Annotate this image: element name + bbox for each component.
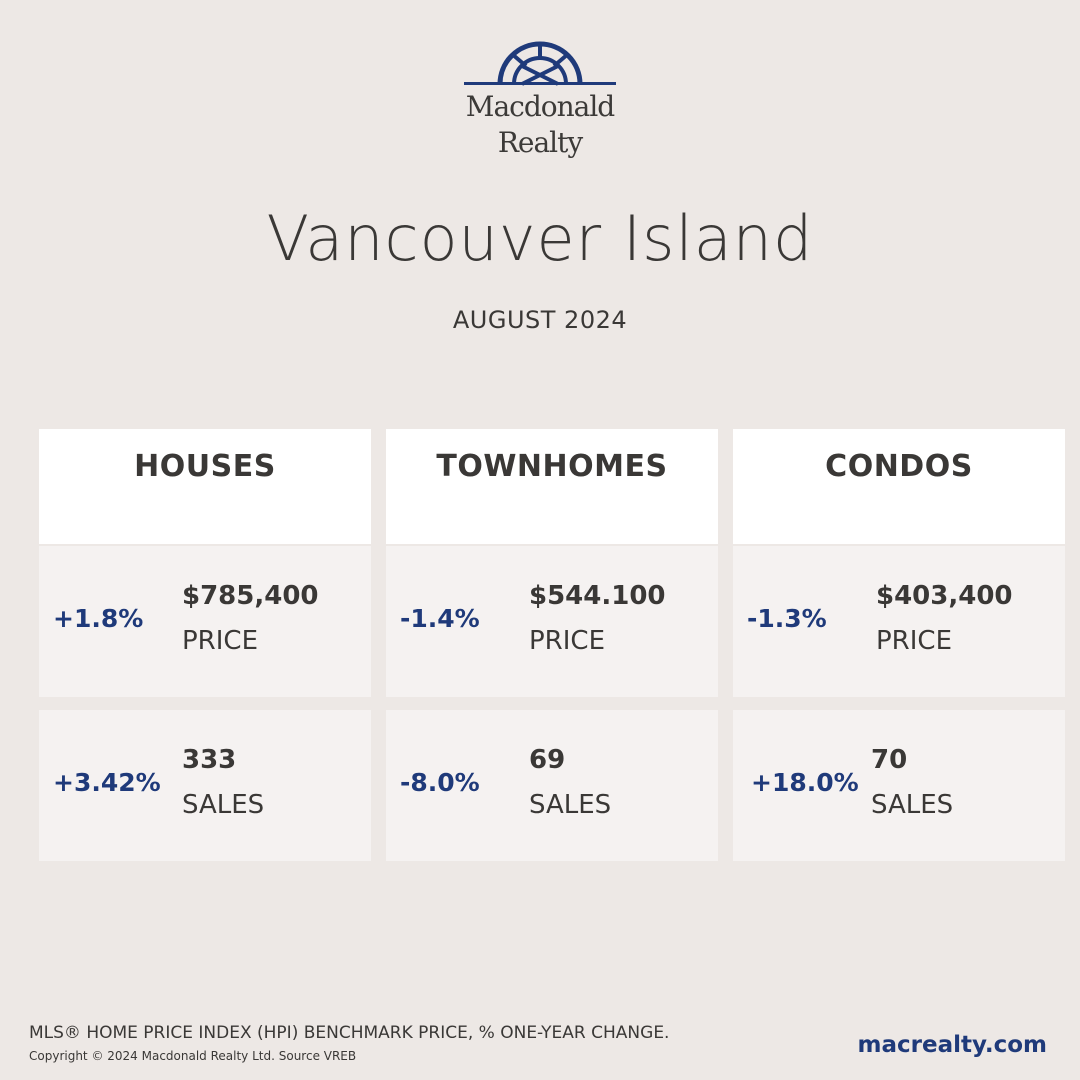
page-title: Vancouver Island	[266, 202, 814, 275]
townhomes-price-card: -1.4% $544.100 PRICE	[386, 546, 718, 697]
website-link[interactable]: macrealty.com	[857, 1032, 1047, 1058]
houses-sales-card: +3.42% 333 SALES	[39, 710, 371, 861]
condos-sales-change: +18.0%	[751, 768, 859, 797]
condos-column: CONDOS -1.3% $403,400 PRICE +18.0% 70 SA…	[733, 429, 1065, 861]
houses-header: HOUSES	[39, 429, 371, 544]
condos-sales-card: +18.0% 70 SALES	[733, 710, 1065, 861]
townhomes-sales-label: SALES	[529, 790, 612, 820]
townhomes-price-label: PRICE	[529, 626, 605, 656]
condos-price-card: -1.3% $403,400 PRICE	[733, 546, 1065, 697]
townhomes-header: TOWNHOMES	[386, 429, 718, 544]
houses-price-label: PRICE	[182, 626, 258, 656]
townhomes-sales-value: 69	[529, 745, 566, 775]
sunrise-arch-icon	[464, 41, 616, 86]
logo-wordmark-line2: Realty	[497, 126, 583, 159]
logo-wordmark-line1: Macdonald	[465, 90, 615, 123]
townhomes-price-value: $544.100	[529, 581, 666, 611]
methodology-note: MLS® HOME PRICE INDEX (HPI) BENCHMARK PR…	[29, 1023, 670, 1043]
condos-header: CONDOS	[733, 429, 1065, 544]
period-label: AUGUST 2024	[452, 306, 628, 334]
houses-price-change: +1.8%	[53, 604, 144, 633]
condos-price-change: -1.3%	[747, 604, 827, 633]
houses-sales-value: 333	[182, 745, 237, 775]
houses-sales-change: +3.42%	[53, 768, 161, 797]
houses-sales-label: SALES	[182, 790, 265, 820]
townhomes-column: TOWNHOMES -1.4% $544.100 PRICE -8.0% 69 …	[386, 429, 718, 861]
townhomes-sales-change: -8.0%	[400, 768, 480, 797]
condos-sales-label: SALES	[871, 790, 954, 820]
condos-price-value: $403,400	[876, 581, 1013, 611]
brand-logo: Macdonald Realty	[460, 40, 620, 165]
copyright-text: Copyright © 2024 Macdonald Realty Ltd. S…	[29, 1049, 357, 1063]
condos-sales-value: 70	[871, 745, 908, 775]
houses-price-value: $785,400	[182, 581, 319, 611]
townhomes-price-change: -1.4%	[400, 604, 480, 633]
houses-price-card: +1.8% $785,400 PRICE	[39, 546, 371, 697]
townhomes-sales-card: -8.0% 69 SALES	[386, 710, 718, 861]
houses-column: HOUSES +1.8% $785,400 PRICE +3.42% 333 S…	[39, 429, 371, 861]
condos-price-label: PRICE	[876, 626, 952, 656]
